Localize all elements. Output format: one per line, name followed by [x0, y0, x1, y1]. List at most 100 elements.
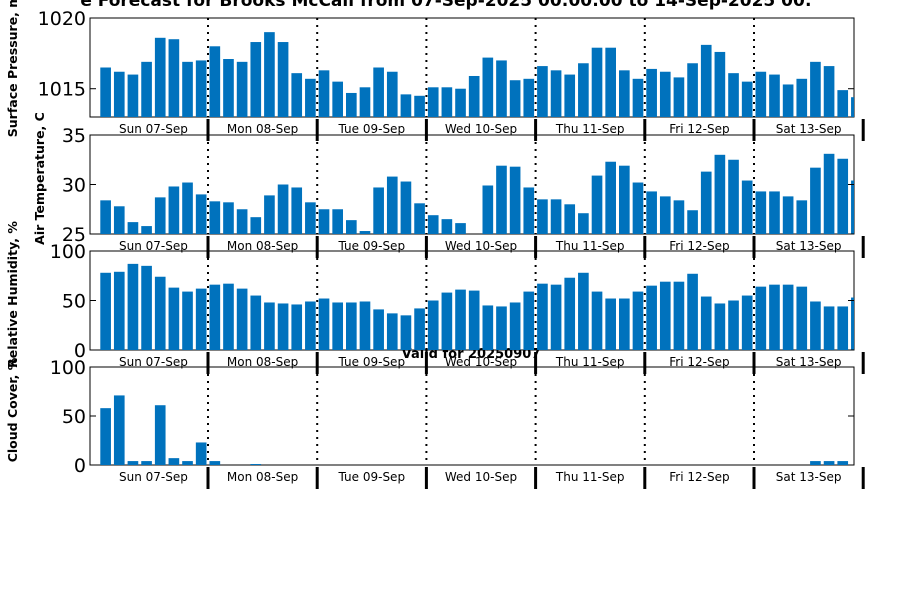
bar — [182, 291, 193, 350]
bar — [755, 191, 767, 234]
y-axis-label: Surface Pressure, mb — [5, 0, 20, 137]
bar — [154, 276, 166, 350]
bar — [523, 78, 535, 117]
bar — [509, 302, 521, 350]
bar — [168, 39, 180, 117]
bar — [687, 273, 698, 350]
bar — [182, 182, 193, 234]
bar — [673, 200, 685, 234]
bar — [714, 303, 726, 350]
bar — [318, 298, 330, 350]
bar — [441, 292, 453, 350]
bar — [619, 165, 630, 234]
bar — [236, 288, 248, 350]
bar — [851, 97, 854, 117]
bar — [291, 304, 303, 350]
bar — [796, 286, 808, 350]
bar — [223, 202, 234, 234]
bar — [741, 81, 753, 117]
bar — [700, 296, 712, 350]
bar — [673, 281, 685, 350]
bar — [277, 184, 289, 234]
bar — [646, 68, 657, 117]
bar — [523, 187, 535, 234]
bar — [264, 195, 275, 234]
bar — [700, 44, 712, 117]
bar — [632, 291, 644, 350]
bar — [209, 201, 221, 234]
bar — [250, 295, 262, 350]
bar — [823, 66, 835, 117]
bar — [346, 92, 357, 117]
bar — [154, 37, 166, 117]
bar — [537, 66, 548, 117]
bar — [700, 171, 712, 234]
bar — [154, 405, 166, 465]
bar — [578, 63, 589, 117]
bar — [141, 461, 152, 465]
bar — [741, 295, 753, 350]
bar — [305, 202, 316, 234]
bar — [755, 286, 767, 350]
day-label: Mon 08-Sep — [227, 470, 298, 484]
bar — [373, 309, 384, 350]
bar — [127, 222, 139, 234]
bar — [837, 158, 849, 234]
bar — [550, 70, 562, 117]
day-label: Tue 09-Sep — [338, 239, 406, 253]
bar — [223, 59, 234, 117]
bar — [427, 215, 439, 234]
bar — [728, 159, 739, 234]
bar — [455, 289, 466, 350]
day-label: Thu 11-Sep — [555, 470, 625, 484]
bar — [578, 213, 589, 234]
bar — [359, 301, 371, 350]
bar — [209, 46, 221, 117]
bar — [100, 272, 111, 350]
bar — [236, 61, 248, 117]
bar — [496, 306, 507, 350]
bar — [127, 461, 139, 465]
bar — [741, 180, 753, 234]
bar — [468, 75, 480, 117]
panel-0: 1015 1020 Sun 07-Sep Mon 08-Sep Tue 09-Sep We… — [5, 0, 865, 141]
bar — [277, 303, 289, 350]
bar — [673, 77, 685, 117]
bar — [209, 461, 221, 465]
bar — [851, 297, 854, 350]
day-label: Fri 12-Sep — [669, 122, 729, 136]
bar — [591, 47, 603, 117]
bar — [127, 74, 139, 117]
y-tick-label: 35 — [62, 125, 86, 147]
y-axis-label: Cloud Cover, % — [5, 357, 20, 462]
bar — [386, 176, 398, 234]
bar — [659, 71, 671, 117]
bar — [236, 209, 248, 234]
bar — [127, 263, 139, 350]
bar — [714, 154, 726, 234]
day-label: Thu 11-Sep — [555, 355, 625, 369]
day-label: Sun 07-Sep — [119, 239, 188, 253]
bar — [223, 283, 234, 350]
bar — [619, 298, 630, 350]
bar — [250, 42, 262, 117]
bar — [359, 231, 371, 234]
bar — [359, 87, 371, 117]
bar — [550, 199, 562, 234]
bar — [332, 81, 343, 117]
day-label: Sun 07-Sep — [119, 122, 188, 136]
bar — [468, 290, 480, 350]
bar — [318, 209, 330, 234]
bar — [796, 78, 808, 117]
day-label: Fri 12-Sep — [669, 239, 729, 253]
y-tick-label: 25 — [62, 224, 86, 246]
bar — [455, 223, 466, 234]
bar — [810, 167, 821, 234]
bar — [782, 196, 794, 234]
bar — [769, 284, 780, 350]
bar — [182, 61, 193, 117]
bar — [823, 461, 835, 465]
bar — [455, 88, 466, 117]
day-label: Sat 13-Sep — [776, 239, 842, 253]
bar — [810, 301, 821, 350]
